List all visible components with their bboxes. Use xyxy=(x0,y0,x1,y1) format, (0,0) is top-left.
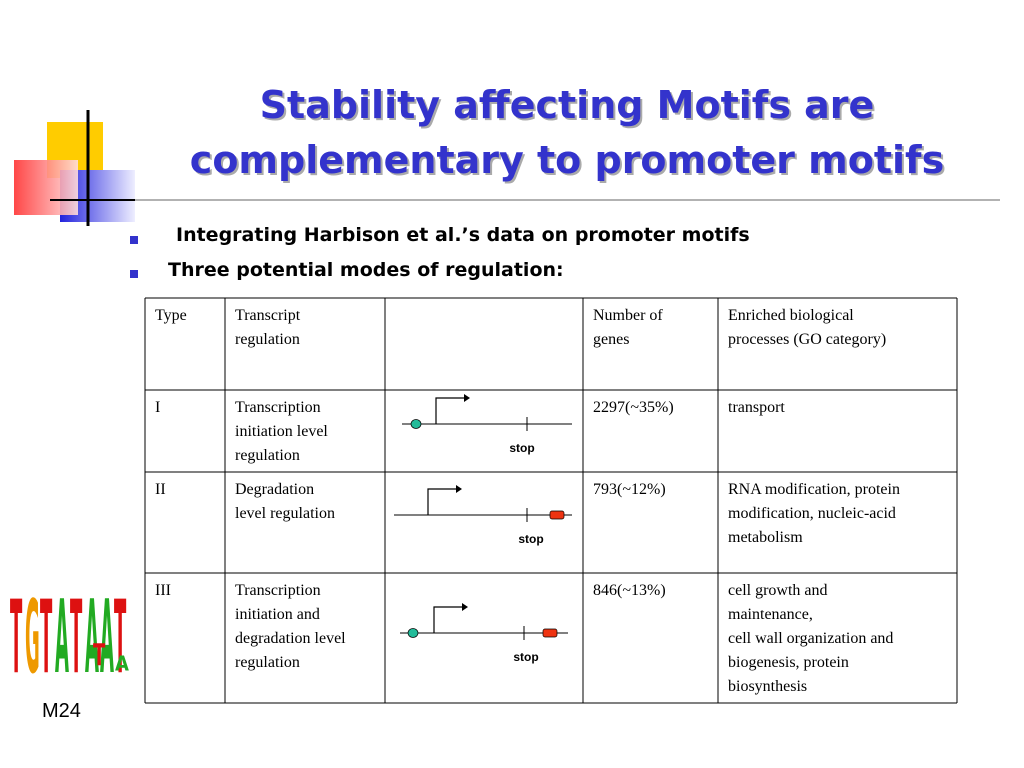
logo-letter: T xyxy=(40,580,52,680)
table-cell: cell growth and maintenance, cell wall org… xyxy=(728,579,893,699)
bullet-text: Three potential modes of regulation: xyxy=(168,259,564,281)
arrow-head xyxy=(464,394,470,402)
table-cell: Type xyxy=(155,304,187,328)
table-cell: Enriched biological processes (GO categor… xyxy=(728,304,886,352)
logo-letter: A xyxy=(115,651,129,675)
stop-label: stop xyxy=(509,441,534,455)
table-cell: I xyxy=(155,396,160,420)
cell-line: Enriched biological xyxy=(728,307,854,324)
stability-motif xyxy=(549,510,565,520)
promoter-arrow xyxy=(435,397,464,424)
table-cell: Number of genes xyxy=(593,304,663,352)
table-cell: 846(~13%) xyxy=(593,579,666,603)
cell-line: cell growth and xyxy=(728,582,828,599)
cell-line: RNA modification, protein xyxy=(728,481,900,498)
cell-line: Transcription xyxy=(235,399,321,416)
stop-label: stop xyxy=(518,532,543,546)
cell-line: modification, nucleic-acid xyxy=(728,505,896,522)
logo-letter: T xyxy=(70,580,82,680)
cell-line: initiation and xyxy=(235,606,320,623)
cell-line: Degradation xyxy=(235,481,315,498)
cell-line: regulation xyxy=(235,331,300,348)
table-cell: III xyxy=(155,579,171,603)
cell-line: genes xyxy=(593,331,630,348)
table-cell: RNA modification, protein modification, n… xyxy=(728,478,900,550)
logo-letter: G xyxy=(25,580,40,680)
title-line: Stability affecting Motifs are xyxy=(259,83,875,127)
cell-line: level regulation xyxy=(235,505,335,522)
arrow-head xyxy=(456,485,462,493)
bullet-text: Integrating Harbison et al.’s data on pr… xyxy=(176,224,750,246)
promoter-motif xyxy=(407,628,419,638)
table-cell: 793(~12%) xyxy=(593,478,666,502)
logo-letter: T xyxy=(93,638,105,673)
cell-line: cell wall organization and xyxy=(728,630,894,647)
cell-line: III xyxy=(155,582,171,599)
arrow-head xyxy=(462,603,468,611)
table-cell: Degradation level regulation xyxy=(235,478,335,526)
cell-line: regulation xyxy=(235,447,300,464)
cell-line: transport xyxy=(728,399,785,416)
cell-line: Type xyxy=(155,307,187,324)
table-cell: 2297(~35%) xyxy=(593,396,674,420)
cell-line: biosynthesis xyxy=(728,678,808,695)
table-cell: Transcript regulation xyxy=(235,304,300,352)
cell-line: 846(~13%) xyxy=(593,582,666,599)
promoter-motif xyxy=(410,419,422,429)
stability-motif xyxy=(542,628,558,638)
cell-line: Number of xyxy=(593,307,663,324)
promoter-arrow xyxy=(433,606,462,633)
logo-letter: A xyxy=(100,580,114,680)
logo-letter: A xyxy=(85,580,99,680)
cell-line: biogenesis, protein xyxy=(728,654,849,671)
cell-line: metabolism xyxy=(728,529,803,546)
cell-line: regulation xyxy=(235,654,300,671)
table-cell: Transcription initiation level regulation xyxy=(235,396,328,468)
table-cell: II xyxy=(155,478,166,502)
cell-line: 793(~12%) xyxy=(593,481,666,498)
title-line: complementary to promoter motifs xyxy=(189,138,945,182)
cell-line: maintenance, xyxy=(728,606,813,623)
stop-label: stop xyxy=(513,650,538,664)
sequence-logo: T G T A T A A TT A xyxy=(10,580,129,680)
table-cell: transport xyxy=(728,396,785,420)
cell-line: 2297(~35%) xyxy=(593,399,674,416)
promoter-arrow xyxy=(427,488,456,515)
footer: M24 xyxy=(42,700,81,722)
cell-line: processes (GO category) xyxy=(728,331,887,348)
cell-line: I xyxy=(155,399,161,416)
logo-letter: T xyxy=(10,580,22,680)
cell-line: initiation level xyxy=(235,423,328,440)
cell-line: Transcript xyxy=(235,307,301,324)
table-cell: Transcription initiation and degradation l… xyxy=(235,579,346,675)
logo-letter: A xyxy=(55,580,69,680)
cell-line: degradation level xyxy=(235,630,346,647)
logo-letter: T xyxy=(114,580,126,680)
cell-line: II xyxy=(155,481,166,498)
cell-line: Transcription xyxy=(235,582,321,599)
